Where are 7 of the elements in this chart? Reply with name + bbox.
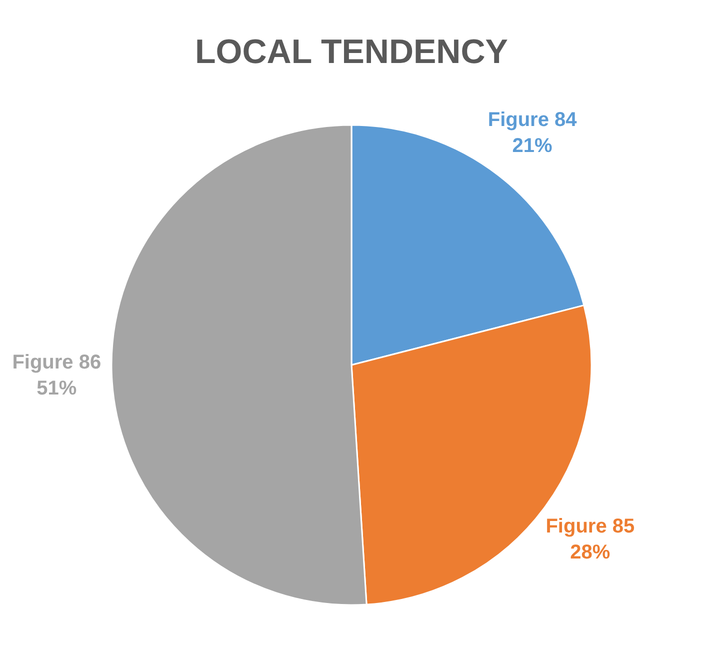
data-label: 51%	[36, 377, 77, 400]
data-label: 21%	[512, 134, 553, 157]
slice-label: Figure 84	[488, 108, 578, 131]
slice-label: Figure 85	[546, 515, 635, 538]
slice-label: Figure 86	[12, 351, 102, 374]
data-label: 28%	[570, 541, 610, 564]
chart-title: LOCAL TENDENCY	[195, 33, 508, 71]
